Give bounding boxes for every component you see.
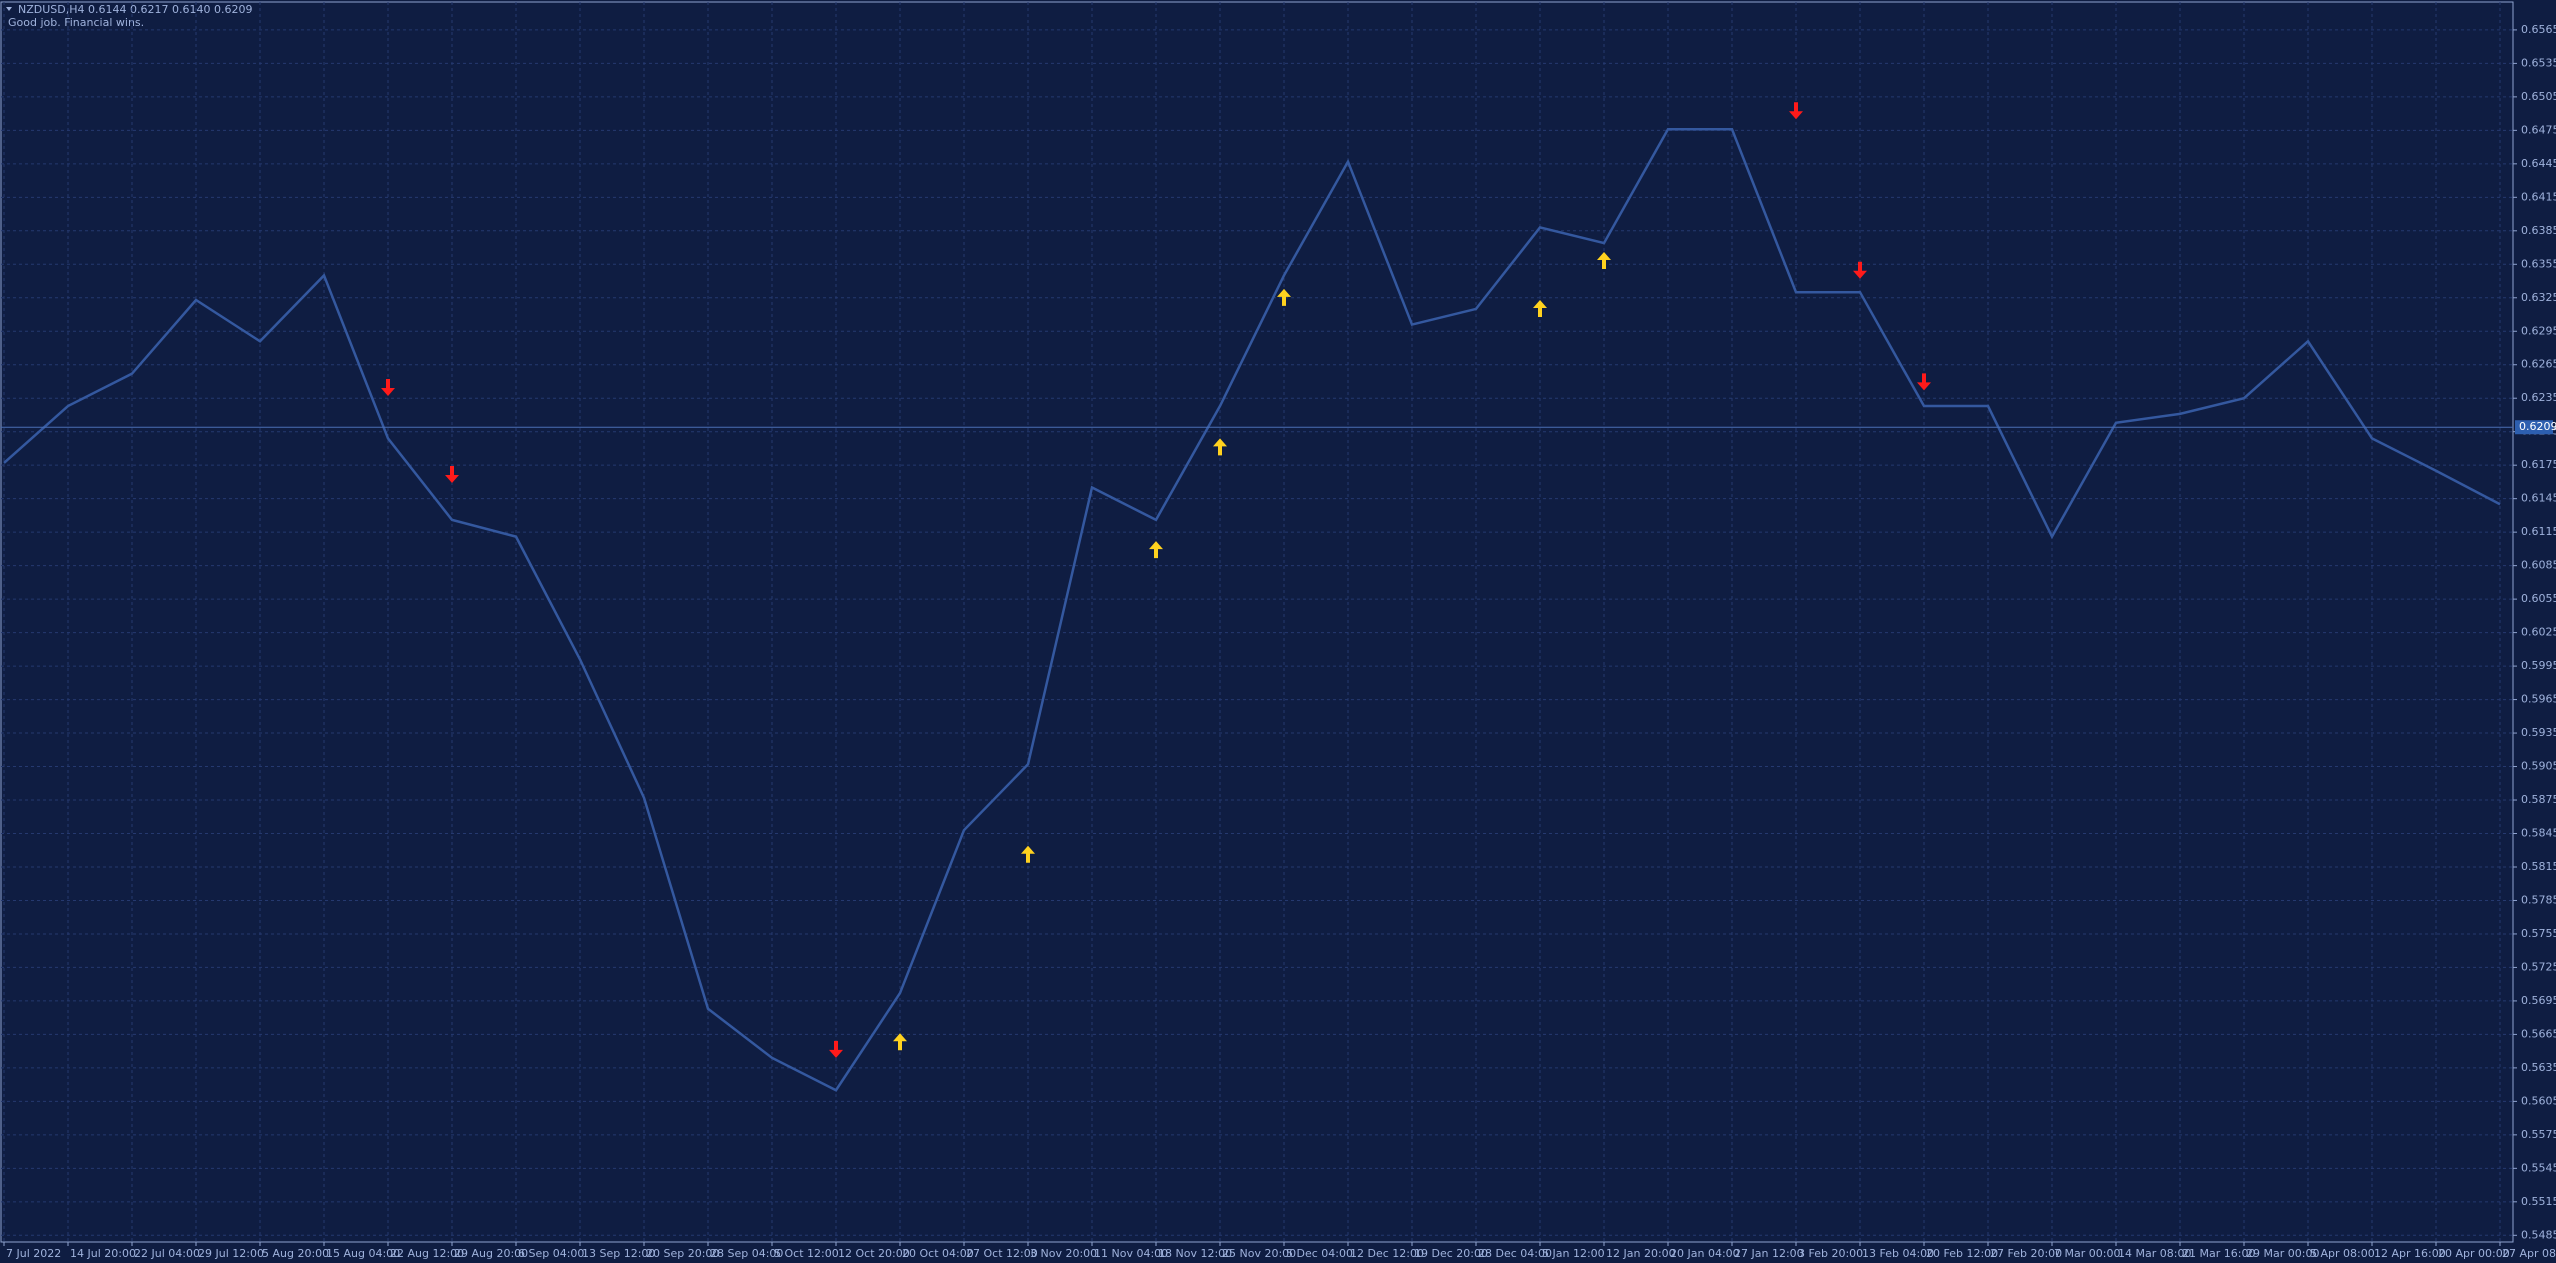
- x-tick-label: 5 Dec 04:00: [1286, 1247, 1353, 1260]
- y-tick-label: 0.6115: [2521, 525, 2556, 538]
- x-tick-label: 21 Mar 16:00: [2182, 1247, 2255, 1260]
- y-tick-label: 0.6445: [2521, 157, 2556, 170]
- x-tick-label: 27 Feb 20:00: [1990, 1247, 2062, 1260]
- x-tick-label: 6 Sep 04:00: [518, 1247, 584, 1260]
- x-tick-label: 18 Nov 12:00: [1158, 1247, 1232, 1260]
- x-tick-label: 5 Aug 20:00: [262, 1247, 329, 1260]
- y-tick-label: 0.5785: [2521, 893, 2556, 906]
- y-tick-label: 0.5575: [2521, 1128, 2556, 1141]
- sell-arrow: [1853, 261, 1867, 279]
- x-tick-label: 15 Aug 04:00: [326, 1247, 400, 1260]
- y-tick-label: 0.6145: [2521, 492, 2556, 505]
- y-tick-label: 0.6325: [2521, 291, 2556, 304]
- x-tick-label: 11 Nov 04:00: [1094, 1247, 1168, 1260]
- x-tick-label: 5 Jan 12:00: [1542, 1247, 1605, 1260]
- collapse-icon[interactable]: [6, 7, 12, 11]
- x-tick-label: 20 Oct 04:00: [902, 1247, 974, 1260]
- y-tick-label: 0.5515: [2521, 1195, 2556, 1208]
- x-tick-label: 29 Mar 00:00: [2246, 1247, 2319, 1260]
- x-tick-label: 20 Sep 20:00: [646, 1247, 719, 1260]
- buy-arrow: [1277, 288, 1291, 306]
- y-tick-label: 0.6235: [2521, 391, 2556, 404]
- chart-title: NZDUSD,H4 0.6144 0.6217 0.6140 0.6209: [18, 3, 252, 16]
- plot-frame: [0, 1, 2514, 1243]
- x-tick-label: 14 Jul 20:00: [70, 1247, 136, 1260]
- y-tick-label: 0.6085: [2521, 559, 2556, 572]
- y-tick-label: 0.6415: [2521, 190, 2556, 203]
- y-tick-label: 0.6265: [2521, 358, 2556, 371]
- y-tick-label: 0.5665: [2521, 1027, 2556, 1040]
- sell-arrow: [1789, 102, 1803, 120]
- x-tick-label: 12 Jan 20:00: [1606, 1247, 1676, 1260]
- y-tick-label: 0.5635: [2521, 1061, 2556, 1074]
- buy-arrow: [1149, 541, 1163, 559]
- buy-arrow: [1021, 845, 1035, 863]
- x-tick-label: 27 Jan 12:00: [1734, 1247, 1804, 1260]
- y-tick-label: 0.6535: [2521, 56, 2556, 69]
- y-tick-label: 0.5755: [2521, 927, 2556, 940]
- x-tick-label: 29 Aug 20:00: [454, 1247, 528, 1260]
- sell-arrow: [445, 466, 459, 484]
- y-tick-label: 0.6295: [2521, 324, 2556, 337]
- y-tick-label: 0.5995: [2521, 659, 2556, 672]
- buy-arrow: [1597, 252, 1611, 270]
- y-tick-label: 0.5845: [2521, 827, 2556, 840]
- x-tick-label: 20 Jan 04:00: [1670, 1247, 1740, 1260]
- buy-arrow: [1213, 438, 1227, 456]
- y-tick-label: 0.6025: [2521, 626, 2556, 639]
- x-tick-label: 3 Nov 20:00: [1030, 1247, 1097, 1260]
- y-tick-label: 0.6175: [2521, 458, 2556, 471]
- x-tick-label: 12 Oct 20:00: [838, 1247, 910, 1260]
- x-tick-label: 19 Dec 20:00: [1414, 1247, 1488, 1260]
- y-tick-label: 0.5965: [2521, 693, 2556, 706]
- x-tick-label: 28 Dec 04:00: [1478, 1247, 1552, 1260]
- x-tick-label: 25 Nov 20:00: [1222, 1247, 1296, 1260]
- x-tick-label: 20 Apr 00:00: [2438, 1247, 2510, 1260]
- y-tick-label: 0.5545: [2521, 1161, 2556, 1174]
- x-tick-label: 7 Mar 00:00: [2054, 1247, 2120, 1260]
- x-tick-label: 3 Feb 20:00: [1798, 1247, 1863, 1260]
- x-tick-label: 22 Aug 12:00: [390, 1247, 464, 1260]
- last-price-label: 0.6209: [2519, 420, 2556, 433]
- y-tick-label: 0.6475: [2521, 123, 2556, 136]
- x-tick-label: 29 Jul 12:00: [198, 1247, 264, 1260]
- y-tick-label: 0.6505: [2521, 90, 2556, 103]
- y-tick-label: 0.6355: [2521, 257, 2556, 270]
- x-tick-label: 27 Oct 12:00: [966, 1247, 1038, 1260]
- y-tick-label: 0.5485: [2521, 1228, 2556, 1241]
- x-tick-label: 28 Sep 04:00: [710, 1247, 783, 1260]
- x-tick-label: 7 Jul 2022: [6, 1247, 61, 1260]
- sell-arrow: [381, 378, 395, 396]
- y-tick-label: 0.5935: [2521, 726, 2556, 739]
- x-tick-label: 12 Dec 12:00: [1350, 1247, 1424, 1260]
- x-tick-label: 22 Jul 04:00: [134, 1247, 200, 1260]
- y-tick-label: 0.5605: [2521, 1094, 2556, 1107]
- y-tick-label: 0.6385: [2521, 224, 2556, 237]
- x-tick-label: 27 Apr 08:00: [2502, 1247, 2556, 1260]
- y-tick-label: 0.6055: [2521, 592, 2556, 605]
- y-tick-label: 0.5875: [2521, 793, 2556, 806]
- x-tick-label: 14 Mar 08:00: [2118, 1247, 2191, 1260]
- x-tick-label: 13 Feb 04:00: [1862, 1247, 1934, 1260]
- price-line: [3, 127, 2501, 1092]
- y-tick-label: 0.5725: [2521, 960, 2556, 973]
- y-tick-label: 0.5905: [2521, 760, 2556, 773]
- x-tick-label: 5 Apr 08:00: [2310, 1247, 2375, 1260]
- buy-arrow: [893, 1033, 907, 1051]
- x-tick-label: 13 Sep 12:00: [582, 1247, 655, 1260]
- x-tick-label: 5 Oct 12:00: [774, 1247, 839, 1260]
- sell-arrow: [1917, 373, 1931, 391]
- y-tick-label: 0.6565: [2521, 23, 2556, 36]
- y-tick-label: 0.5695: [2521, 994, 2556, 1007]
- x-tick-label: 12 Apr 16:00: [2374, 1247, 2446, 1260]
- x-tick-label: 20 Feb 12:00: [1926, 1247, 1998, 1260]
- last-price-box: [2515, 420, 2553, 435]
- buy-arrow: [1533, 300, 1547, 318]
- chart-subtitle: Good job. Financial wins.: [8, 16, 144, 29]
- y-tick-label: 0.5815: [2521, 860, 2556, 873]
- sell-arrow: [829, 1040, 843, 1058]
